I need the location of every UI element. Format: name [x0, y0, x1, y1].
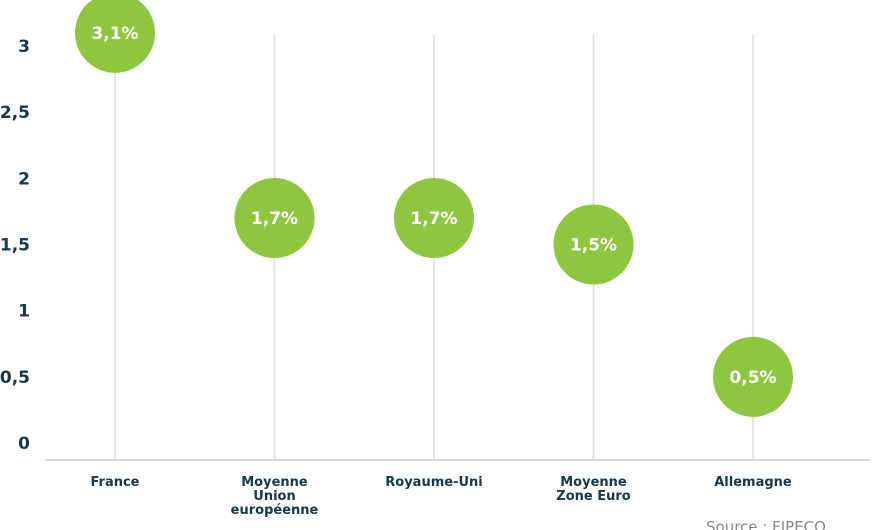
dot [713, 336, 793, 417]
y-tick-label: 1,5 [0, 236, 30, 256]
x-tick-label: France [90, 475, 140, 490]
y-tick-label: 2 [18, 169, 30, 189]
x-tick-label: Royaume-Uni [385, 475, 483, 490]
source: Source : FIPECO [706, 518, 826, 530]
y-tick-label: 2,5 [0, 103, 30, 123]
value-label: 1,7% [251, 209, 298, 229]
y-tick-label: 0,5 [0, 368, 30, 388]
dot [234, 178, 315, 259]
y-tick-label: 3 [18, 37, 30, 57]
value-label: 3,1% [91, 24, 138, 44]
value-label: 1,5% [570, 236, 617, 256]
y-tick-label: 1 [18, 302, 30, 322]
dot [394, 178, 474, 259]
y-tick-label: 0 [18, 434, 30, 454]
x-tick-label: Allemagne [714, 475, 792, 490]
value-label: 0,5% [729, 368, 776, 388]
dot [75, 0, 155, 73]
x-tick-label: Moyenne Zone Euro [556, 475, 631, 504]
x-tick-label: Moyenne Union européenne [230, 475, 319, 518]
dot [553, 204, 634, 285]
value-label: 1,7% [410, 209, 457, 229]
